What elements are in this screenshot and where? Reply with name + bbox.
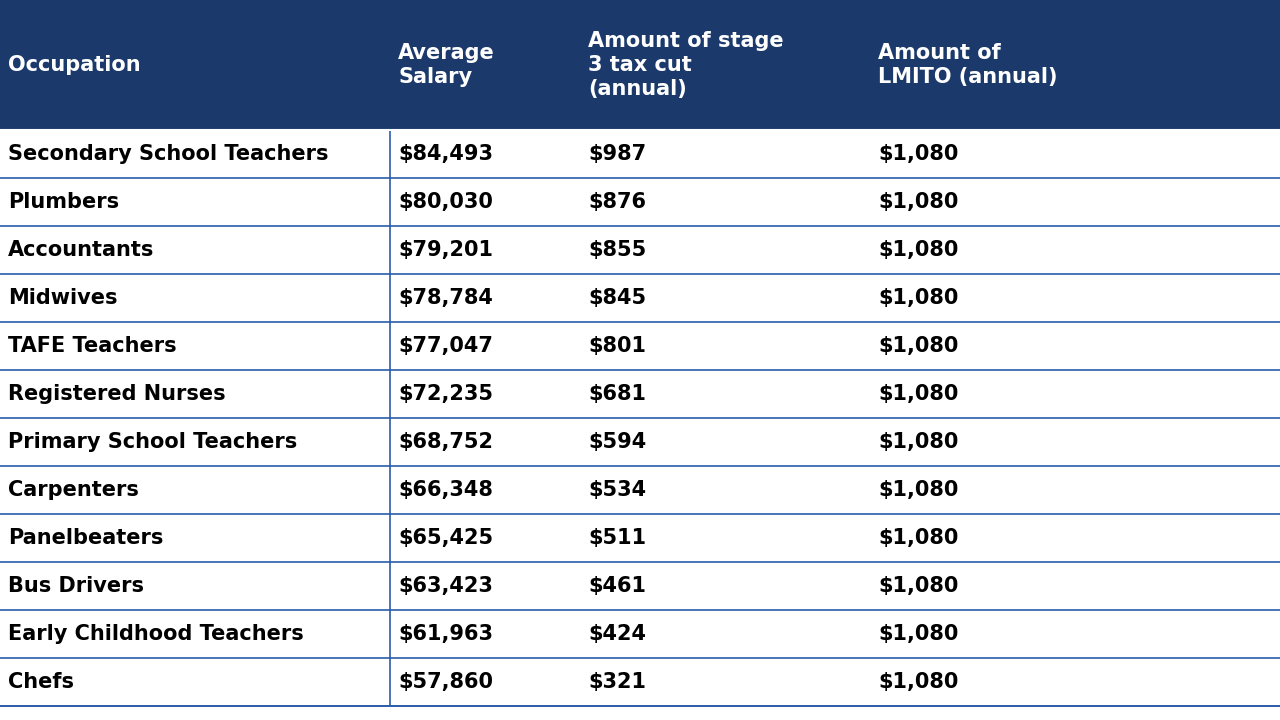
Text: $57,860: $57,860 <box>398 672 493 692</box>
Bar <box>0 274 1280 322</box>
Text: $987: $987 <box>588 144 646 164</box>
Text: Panelbeaters: Panelbeaters <box>8 528 164 548</box>
Text: Primary School Teachers: Primary School Teachers <box>8 432 297 452</box>
Text: Registered Nurses: Registered Nurses <box>8 384 225 404</box>
Bar <box>0 418 1280 466</box>
Text: $321: $321 <box>588 672 646 692</box>
Text: Early Childhood Teachers: Early Childhood Teachers <box>8 624 303 644</box>
Text: $65,425: $65,425 <box>398 528 493 548</box>
Text: $77,047: $77,047 <box>398 336 493 356</box>
Text: $424: $424 <box>588 624 646 644</box>
Text: $594: $594 <box>588 432 646 452</box>
Text: $1,080: $1,080 <box>878 528 959 548</box>
Text: $63,423: $63,423 <box>398 576 493 596</box>
Text: $461: $461 <box>588 576 646 596</box>
Bar <box>0 322 1280 370</box>
Text: $1,080: $1,080 <box>878 480 959 500</box>
Text: $72,235: $72,235 <box>398 384 493 404</box>
Text: Accountants: Accountants <box>8 240 155 260</box>
Text: $1,080: $1,080 <box>878 192 959 212</box>
Text: Average
Salary: Average Salary <box>398 43 495 87</box>
Bar <box>0 466 1280 514</box>
Text: $1,080: $1,080 <box>878 672 959 692</box>
Text: $61,963: $61,963 <box>398 624 493 644</box>
Bar <box>0 658 1280 706</box>
Text: $1,080: $1,080 <box>878 240 959 260</box>
Text: $66,348: $66,348 <box>398 480 493 500</box>
Text: $78,784: $78,784 <box>398 288 493 308</box>
Text: $845: $845 <box>588 288 646 308</box>
Bar <box>0 226 1280 274</box>
Text: Occupation: Occupation <box>8 55 141 75</box>
Text: $1,080: $1,080 <box>878 144 959 164</box>
Bar <box>0 562 1280 610</box>
Text: Bus Drivers: Bus Drivers <box>8 576 143 596</box>
Bar <box>0 178 1280 226</box>
Bar <box>0 514 1280 562</box>
Text: $681: $681 <box>588 384 646 404</box>
Text: $1,080: $1,080 <box>878 288 959 308</box>
Text: Plumbers: Plumbers <box>8 192 119 212</box>
Text: $1,080: $1,080 <box>878 384 959 404</box>
Text: $1,080: $1,080 <box>878 624 959 644</box>
Text: $80,030: $80,030 <box>398 192 493 212</box>
Text: Chefs: Chefs <box>8 672 74 692</box>
Text: Midwives: Midwives <box>8 288 118 308</box>
Text: $1,080: $1,080 <box>878 336 959 356</box>
Bar <box>0 130 1280 178</box>
Text: Secondary School Teachers: Secondary School Teachers <box>8 144 329 164</box>
Text: $511: $511 <box>588 528 646 548</box>
Text: TAFE Teachers: TAFE Teachers <box>8 336 177 356</box>
Text: $855: $855 <box>588 240 646 260</box>
Text: $84,493: $84,493 <box>398 144 493 164</box>
Bar <box>0 610 1280 658</box>
Text: Carpenters: Carpenters <box>8 480 138 500</box>
Bar <box>0 0 1280 130</box>
Text: $876: $876 <box>588 192 646 212</box>
Text: $1,080: $1,080 <box>878 432 959 452</box>
Text: $79,201: $79,201 <box>398 240 493 260</box>
Text: Amount of stage
3 tax cut
(annual): Amount of stage 3 tax cut (annual) <box>588 31 783 99</box>
Text: $1,080: $1,080 <box>878 576 959 596</box>
Text: Amount of
LMITO (annual): Amount of LMITO (annual) <box>878 43 1057 87</box>
Text: $801: $801 <box>588 336 646 356</box>
Text: $534: $534 <box>588 480 646 500</box>
Text: $68,752: $68,752 <box>398 432 493 452</box>
Bar <box>0 370 1280 418</box>
